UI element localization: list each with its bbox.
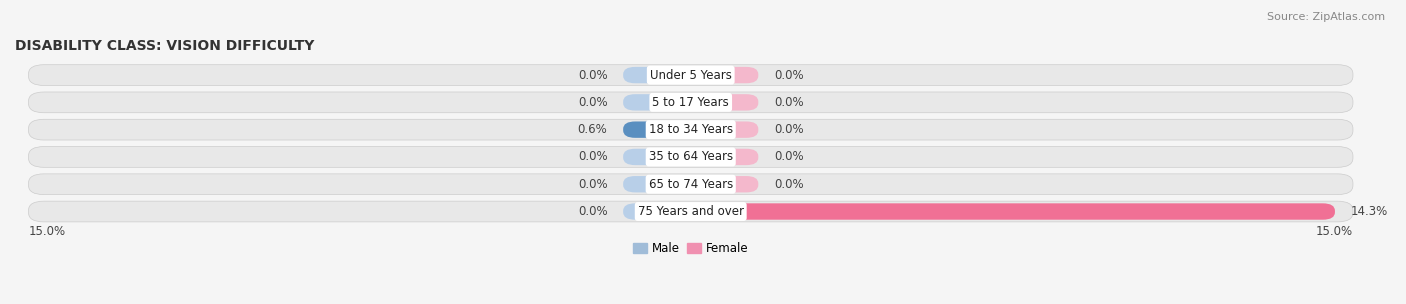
Text: 35 to 64 Years: 35 to 64 Years: [648, 150, 733, 164]
FancyBboxPatch shape: [28, 119, 1353, 140]
Text: 18 to 34 Years: 18 to 34 Years: [648, 123, 733, 136]
Text: Source: ZipAtlas.com: Source: ZipAtlas.com: [1267, 12, 1385, 22]
Text: DISABILITY CLASS: VISION DIFFICULTY: DISABILITY CLASS: VISION DIFFICULTY: [15, 39, 315, 53]
Text: 15.0%: 15.0%: [1316, 225, 1353, 238]
Legend: Male, Female: Male, Female: [633, 242, 748, 255]
FancyBboxPatch shape: [690, 176, 758, 192]
Text: 0.0%: 0.0%: [775, 178, 804, 191]
Text: 0.0%: 0.0%: [578, 205, 607, 218]
Text: 0.0%: 0.0%: [578, 150, 607, 164]
Text: 0.0%: 0.0%: [578, 96, 607, 109]
FancyBboxPatch shape: [28, 174, 1353, 195]
FancyBboxPatch shape: [28, 201, 1353, 222]
FancyBboxPatch shape: [623, 149, 690, 165]
Text: 15.0%: 15.0%: [28, 225, 66, 238]
Text: 0.0%: 0.0%: [578, 69, 607, 81]
Text: 0.0%: 0.0%: [775, 123, 804, 136]
Text: 0.0%: 0.0%: [775, 69, 804, 81]
Text: 0.0%: 0.0%: [578, 178, 607, 191]
Text: 5 to 17 Years: 5 to 17 Years: [652, 96, 730, 109]
FancyBboxPatch shape: [28, 147, 1353, 167]
Text: Under 5 Years: Under 5 Years: [650, 69, 731, 81]
Text: 65 to 74 Years: 65 to 74 Years: [648, 178, 733, 191]
FancyBboxPatch shape: [690, 122, 758, 138]
Text: 0.6%: 0.6%: [578, 123, 607, 136]
FancyBboxPatch shape: [28, 65, 1353, 85]
FancyBboxPatch shape: [690, 149, 758, 165]
FancyBboxPatch shape: [623, 176, 690, 192]
FancyBboxPatch shape: [690, 203, 1334, 220]
FancyBboxPatch shape: [623, 122, 690, 138]
Text: 0.0%: 0.0%: [775, 150, 804, 164]
FancyBboxPatch shape: [690, 67, 758, 83]
Text: 14.3%: 14.3%: [1351, 205, 1388, 218]
FancyBboxPatch shape: [623, 203, 690, 220]
FancyBboxPatch shape: [28, 92, 1353, 113]
FancyBboxPatch shape: [623, 67, 690, 83]
Text: 75 Years and over: 75 Years and over: [638, 205, 744, 218]
Text: 0.0%: 0.0%: [775, 96, 804, 109]
FancyBboxPatch shape: [690, 94, 758, 111]
FancyBboxPatch shape: [623, 94, 690, 111]
